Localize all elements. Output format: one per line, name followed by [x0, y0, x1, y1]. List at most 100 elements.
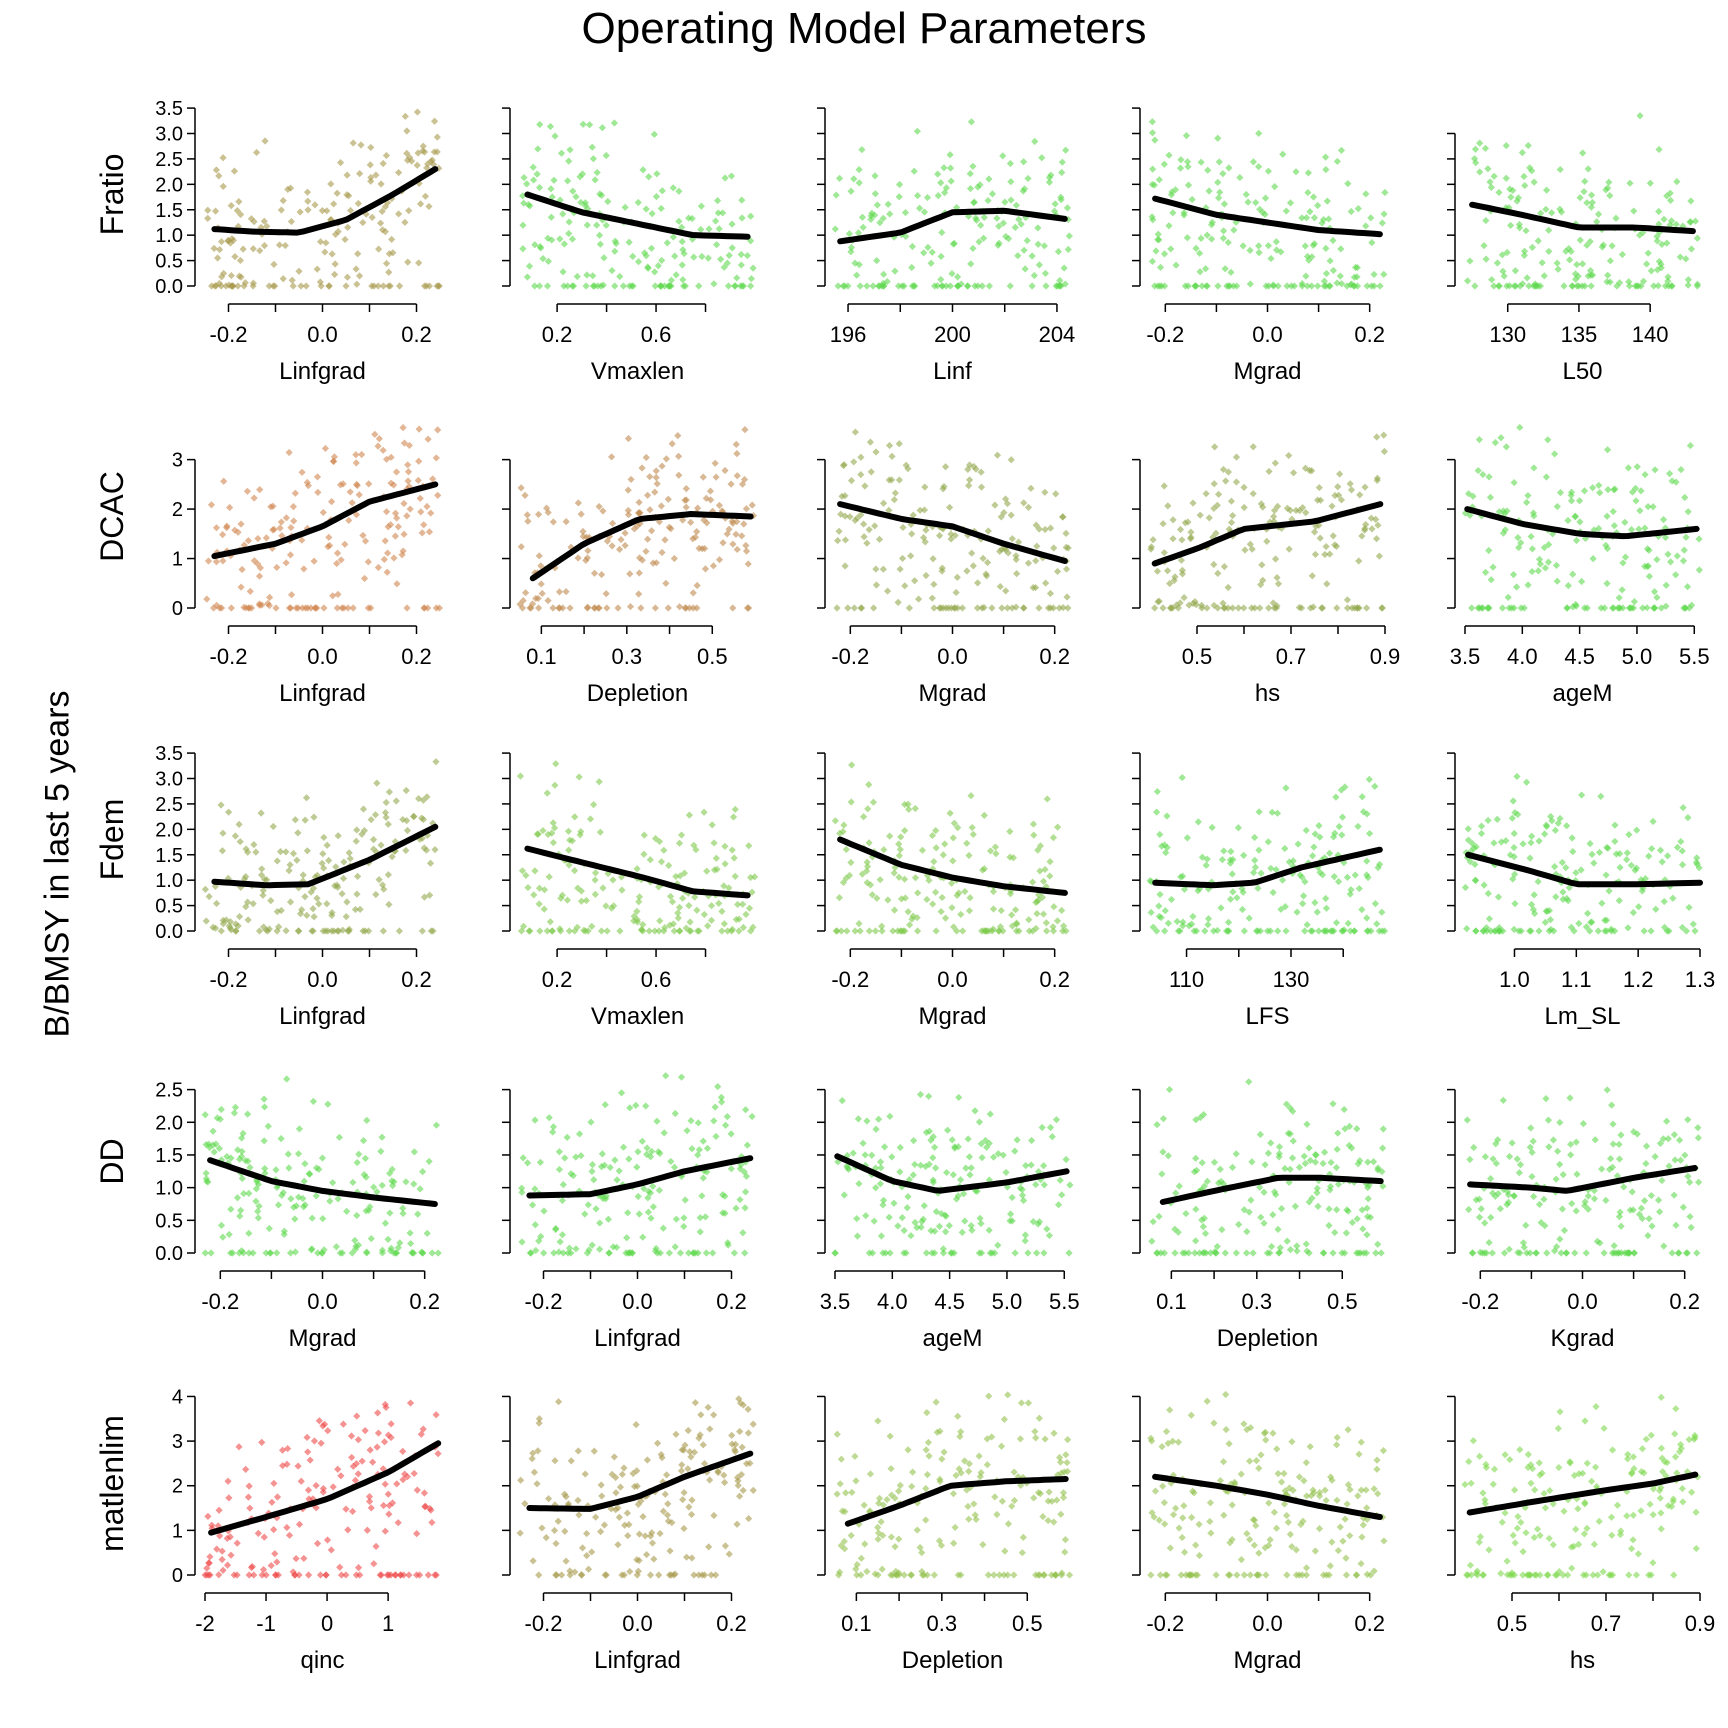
data-point	[965, 1467, 973, 1475]
x-tick-label: 0.0	[1252, 322, 1283, 347]
data-point	[1480, 242, 1488, 250]
data-point	[1619, 559, 1627, 567]
data-point	[517, 1476, 525, 1484]
data-point	[1543, 186, 1551, 194]
data-point	[1640, 1197, 1649, 1205]
data-point	[687, 1453, 695, 1461]
data-point	[651, 927, 659, 935]
x-tick-label: 1.0	[1499, 967, 1530, 992]
data-point	[1160, 250, 1169, 258]
data-point	[1169, 516, 1177, 524]
data-point	[219, 154, 227, 162]
data-point	[1647, 267, 1655, 275]
data-point	[1685, 604, 1693, 612]
data-point	[225, 808, 233, 816]
data-point	[326, 1197, 334, 1205]
data-point	[565, 157, 573, 165]
data-point	[1257, 500, 1265, 508]
data-point	[920, 1571, 928, 1579]
y-tick-label: 0.0	[155, 921, 183, 943]
data-point	[665, 861, 673, 870]
data-point	[658, 256, 666, 265]
data-point	[1615, 594, 1623, 602]
y-axis	[1132, 752, 1141, 932]
data-point	[535, 282, 544, 290]
x-tick-label: 0.5	[697, 644, 728, 669]
data-point	[878, 1565, 886, 1573]
data-point	[353, 890, 361, 898]
data-point	[747, 282, 755, 290]
data-point	[381, 1527, 389, 1535]
data-point	[339, 1420, 347, 1428]
data-point	[1158, 1443, 1166, 1451]
data-point	[660, 846, 668, 854]
data-point	[1192, 1154, 1200, 1162]
data-point	[911, 1218, 919, 1227]
data-point	[967, 792, 975, 800]
data-point	[1184, 518, 1192, 526]
data-point	[1678, 923, 1687, 932]
data-point	[405, 1571, 413, 1579]
data-point	[703, 867, 711, 875]
data-point	[429, 475, 437, 483]
data-point	[968, 1226, 976, 1234]
data-point	[954, 1412, 962, 1420]
data-point	[1615, 1155, 1624, 1163]
data-point	[1560, 1226, 1569, 1235]
data-point	[962, 1164, 970, 1172]
data-point	[854, 229, 863, 237]
data-point	[875, 1115, 883, 1123]
data-point	[250, 494, 258, 502]
x-tick-label: 0.2	[401, 644, 432, 669]
data-point	[996, 547, 1004, 555]
data-point	[669, 920, 677, 928]
data-point	[873, 256, 881, 265]
data-point	[626, 602, 635, 611]
data-point	[1466, 1155, 1474, 1164]
data-point	[619, 1143, 628, 1151]
data-point	[1042, 927, 1051, 935]
data-point	[999, 1151, 1007, 1159]
data-point	[573, 923, 581, 931]
data-point	[295, 267, 303, 275]
data-point	[351, 1236, 359, 1245]
data-point	[353, 826, 361, 834]
data-point	[1171, 573, 1179, 581]
data-point	[1478, 1249, 1486, 1257]
data-point	[954, 1192, 962, 1200]
x-axis	[847, 303, 1058, 312]
data-point	[932, 927, 940, 935]
data-point	[649, 1203, 658, 1211]
data-point	[1280, 1500, 1289, 1508]
data-point	[1355, 884, 1363, 893]
data-point	[895, 1535, 903, 1543]
x-axis-label: Linfgrad	[279, 1003, 366, 1030]
data-point	[653, 170, 661, 178]
data-point	[672, 1430, 680, 1438]
x-tick-label: 200	[934, 322, 971, 347]
data-point	[1308, 572, 1316, 580]
data-point	[1007, 178, 1015, 186]
data-point	[851, 1452, 859, 1460]
data-point	[1505, 1245, 1513, 1253]
data-point	[1325, 215, 1333, 223]
data-point	[1366, 1213, 1375, 1221]
data-point	[719, 539, 727, 547]
data-point	[834, 536, 842, 545]
x-axis	[219, 1270, 426, 1279]
data-point	[1257, 869, 1265, 877]
data-point	[346, 854, 354, 863]
data-point	[1180, 209, 1188, 217]
data-point	[1545, 226, 1553, 234]
data-point	[692, 846, 700, 854]
data-point	[983, 558, 992, 567]
data-point	[1151, 604, 1159, 612]
data-point	[391, 847, 399, 855]
data-point	[1234, 604, 1243, 612]
data-point	[590, 1176, 598, 1184]
data-point	[1584, 1192, 1592, 1200]
data-point	[1261, 210, 1269, 218]
data-point	[874, 1417, 882, 1425]
data-point	[1019, 1533, 1027, 1541]
x-axis-label: Vmaxlen	[591, 358, 684, 385]
